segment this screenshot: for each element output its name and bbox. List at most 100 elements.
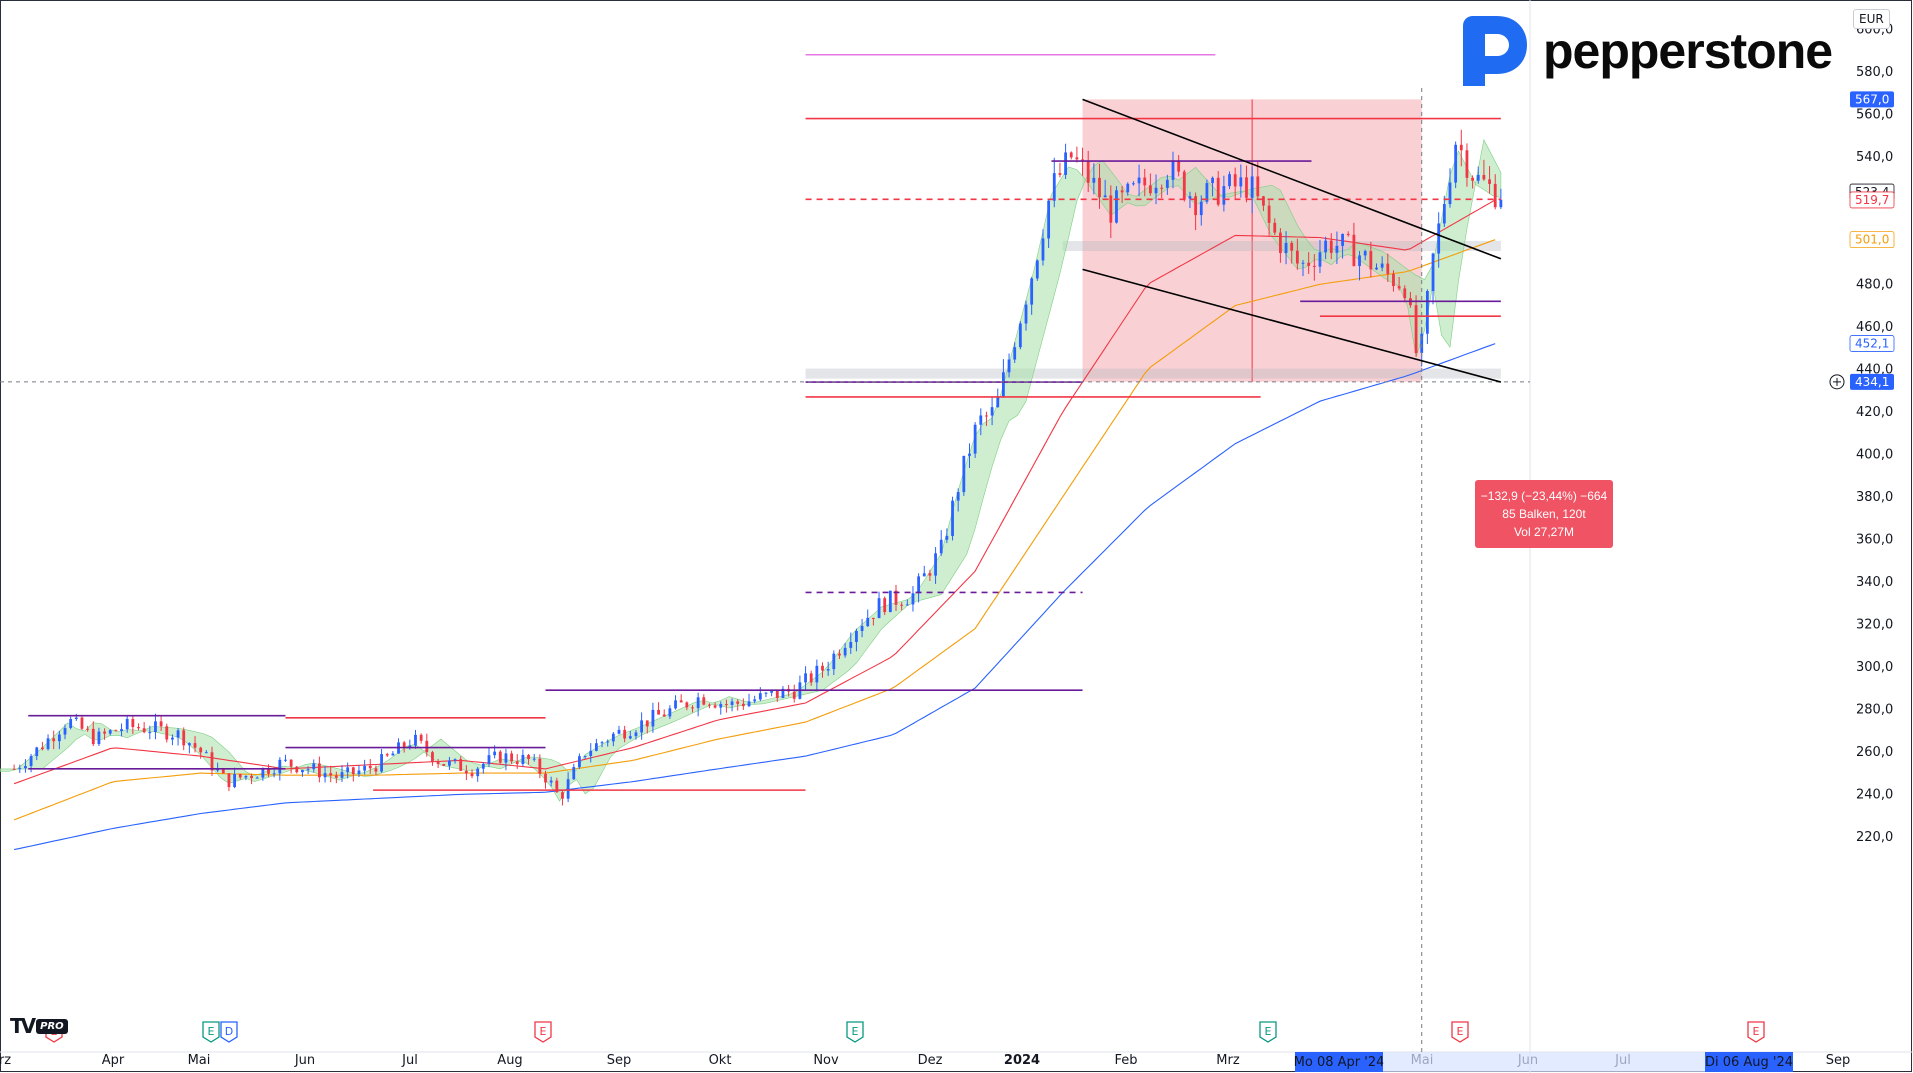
candle-body (284, 759, 287, 761)
candle-body (1148, 185, 1152, 194)
event-E-icon (202, 1021, 220, 1043)
candle-body (674, 700, 677, 709)
candle-body (131, 718, 135, 728)
candle-body (46, 738, 50, 750)
candle-body (996, 396, 1000, 408)
candle-body (1064, 152, 1067, 175)
candle-body (425, 740, 429, 753)
candle-body (40, 747, 44, 750)
candle-body (1448, 182, 1452, 205)
candle-body (521, 754, 525, 765)
candle-body (1002, 372, 1005, 397)
event-E-label: E (1457, 1025, 1464, 1038)
event-E-icon (846, 1021, 864, 1043)
candle-body (561, 792, 564, 799)
candle-body (1312, 265, 1316, 267)
candle-body (35, 747, 39, 757)
candle-body (945, 535, 949, 540)
brand-wordmark: pepperstone (1543, 23, 1833, 79)
candle-body (210, 752, 214, 771)
candle-body (985, 415, 988, 417)
event-E-label: E (852, 1025, 859, 1038)
candle-body (1143, 177, 1147, 186)
candle-body (634, 732, 638, 737)
candle-body (481, 763, 485, 769)
candle-body (1165, 179, 1169, 188)
candle-body (702, 697, 706, 705)
candle-body (1375, 267, 1378, 270)
candle-body (193, 743, 197, 748)
candle-body (1177, 160, 1181, 172)
candle-body (871, 617, 875, 619)
price-tick-label: 260,0 (1856, 745, 1893, 760)
price-axis-layer: 220,0 240,0 260,0 280,0 300,0 320,0 340,0 360,0… (1849, 22, 1895, 845)
candle-body (261, 768, 265, 778)
candle-body (1160, 187, 1164, 189)
candle-body (544, 773, 547, 783)
candle-body (187, 743, 191, 746)
price-badge-label: 519,7 (1855, 193, 1889, 207)
level-band (805, 368, 1501, 379)
time-tick-label: Sep (1826, 1053, 1851, 1068)
candle-body (464, 770, 468, 774)
candle-body (1414, 305, 1418, 353)
currency-button[interactable]: EUR (1853, 9, 1890, 29)
crosshair-plus-mark (1833, 377, 1841, 386)
candle-body (80, 717, 84, 729)
candle-body (939, 539, 943, 554)
candle-body (1386, 263, 1390, 274)
candle-body (108, 730, 112, 734)
time-highlight-badge (1705, 1052, 1793, 1072)
candle-body (606, 741, 610, 743)
tradingview-logo[interactable]: TV PRO (10, 1014, 68, 1038)
candle-body (623, 729, 627, 739)
candle-body (645, 720, 649, 727)
price-badge (1849, 231, 1895, 249)
candle-body (572, 767, 576, 780)
candle-body (662, 714, 666, 717)
event-D-icon (220, 1021, 238, 1043)
candle-body (63, 727, 67, 735)
candle-body (1092, 177, 1096, 183)
candle-body (250, 775, 253, 779)
candle-body (476, 768, 480, 777)
candle-body (956, 492, 960, 501)
price-tick-label: 400,0 (1856, 447, 1893, 462)
candle-body (1199, 201, 1203, 216)
candle-body (442, 764, 446, 766)
event-E-label: E (1265, 1025, 1272, 1038)
price-tick-label: 380,0 (1856, 490, 1893, 505)
candle-body (97, 731, 101, 745)
candle-body (1086, 161, 1090, 183)
time-tick-label: Mrz (1216, 1053, 1240, 1068)
candle-body (815, 665, 819, 683)
candle-body (838, 653, 841, 656)
candle-body (329, 773, 333, 776)
candle-body (91, 728, 95, 745)
channel-lower-line (1082, 268, 1502, 383)
candle-body (487, 755, 491, 764)
event-E-icon (1747, 1021, 1765, 1043)
candle-body (1132, 183, 1135, 185)
candle-body (1216, 177, 1220, 205)
candle-body (1058, 173, 1062, 175)
candle-body (368, 765, 372, 769)
measure-bars: 85 Balken, 120t (1502, 507, 1586, 521)
event-E-label: E (1753, 1025, 1760, 1038)
candle-body (730, 701, 734, 705)
candle-body (1392, 273, 1395, 287)
candle-body (583, 755, 587, 757)
candle-body (883, 598, 887, 613)
candle-body (1273, 222, 1277, 233)
candle-body (1442, 204, 1446, 224)
candle-body (374, 768, 378, 772)
candle-body (419, 734, 423, 741)
events-layer: EEDEEEEE (45, 1021, 1765, 1043)
candle-body (1018, 323, 1022, 348)
candle-body (1205, 183, 1209, 202)
candle-body (549, 780, 553, 783)
candle-body (272, 773, 276, 775)
candle-body (125, 718, 129, 730)
